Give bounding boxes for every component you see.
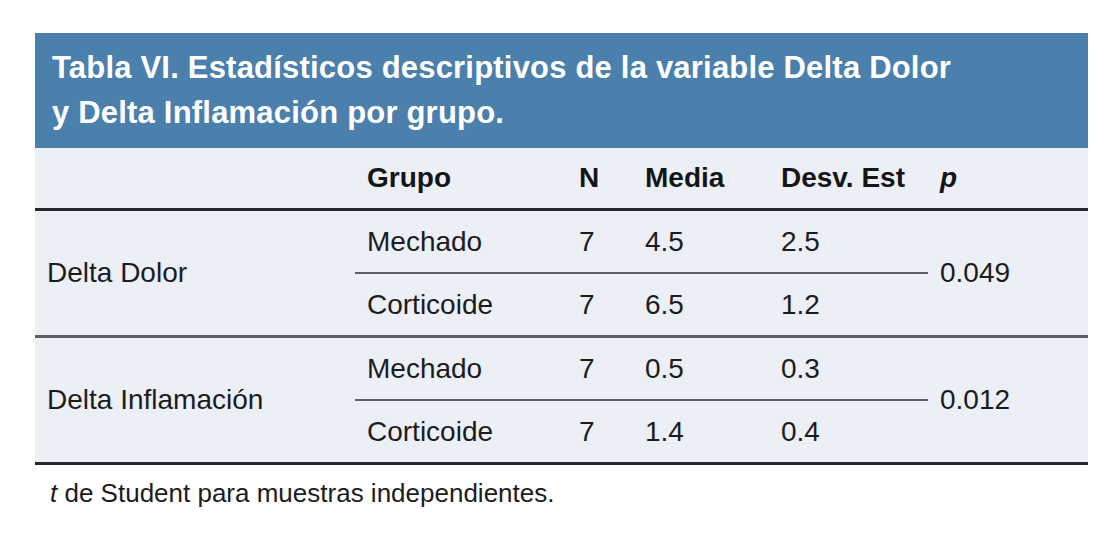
table-row-delta-inflamacion-mechado: Delta Inflamación Mechado 7 0.5 0.3 0.01… <box>35 337 1088 401</box>
row-group-label-delta-dolor: Delta Dolor <box>35 210 355 337</box>
cell-desv-est: 1.2 <box>769 273 928 337</box>
column-header-n: N <box>567 148 633 210</box>
cell-p-value-delta-dolor: 0.049 <box>928 210 1088 337</box>
table-header-row: Grupo N Media Desv. Est p <box>35 148 1088 210</box>
row-group-label-delta-inflamacion: Delta Inflamación <box>35 337 355 464</box>
cell-p-value-delta-inflamacion: 0.012 <box>928 337 1088 464</box>
cell-grupo: Corticoide <box>355 400 567 464</box>
column-header-variable <box>35 148 355 210</box>
cell-desv-est: 0.4 <box>769 400 928 464</box>
table-title-line-2: y Delta Inflamación por grupo. <box>52 90 1072 135</box>
cell-n: 7 <box>567 210 633 274</box>
descriptive-statistics-table: Grupo N Media Desv. Est p Delta Dolor Me… <box>35 148 1088 465</box>
cell-media: 0.5 <box>633 337 769 401</box>
cell-media: 6.5 <box>633 273 769 337</box>
cell-grupo: Mechado <box>355 337 567 401</box>
column-header-p: p <box>928 148 1088 210</box>
footnote-text: de Student para muestras independientes. <box>57 478 554 508</box>
table-title-bar: Tabla VI. Estadísticos descriptivos de l… <box>35 33 1088 148</box>
cell-grupo: Corticoide <box>355 273 567 337</box>
table-footnote: t de Student para muestras independiente… <box>50 478 1088 509</box>
page: Tabla VI. Estadísticos descriptivos de l… <box>0 0 1119 533</box>
table-title-line-1: Tabla VI. Estadísticos descriptivos de l… <box>52 45 1072 90</box>
cell-media: 1.4 <box>633 400 769 464</box>
cell-media: 4.5 <box>633 210 769 274</box>
cell-n: 7 <box>567 337 633 401</box>
statistics-table-card: Tabla VI. Estadísticos descriptivos de l… <box>35 33 1088 509</box>
cell-n: 7 <box>567 400 633 464</box>
column-header-media: Media <box>633 148 769 210</box>
column-header-desv-est: Desv. Est <box>769 148 928 210</box>
cell-n: 7 <box>567 273 633 337</box>
cell-desv-est: 2.5 <box>769 210 928 274</box>
column-header-grupo: Grupo <box>355 148 567 210</box>
cell-grupo: Mechado <box>355 210 567 274</box>
table-row-delta-dolor-mechado: Delta Dolor Mechado 7 4.5 2.5 0.049 <box>35 210 1088 274</box>
cell-desv-est: 0.3 <box>769 337 928 401</box>
